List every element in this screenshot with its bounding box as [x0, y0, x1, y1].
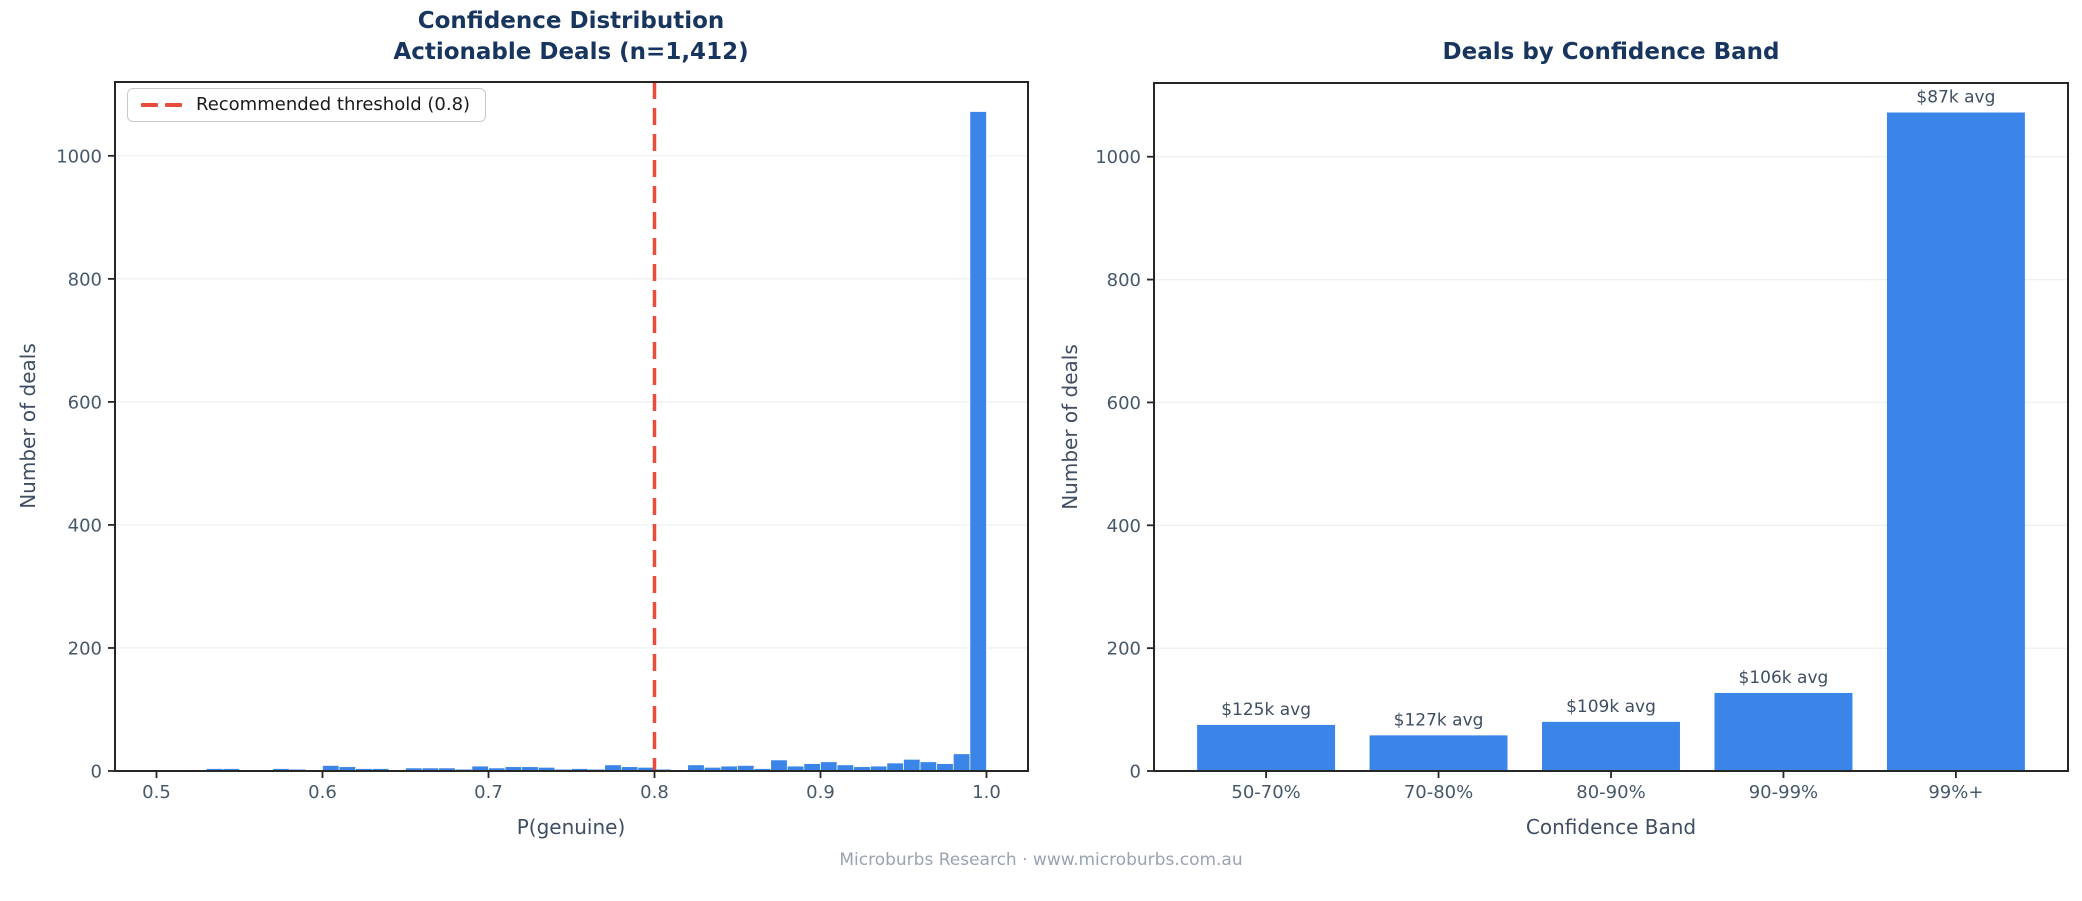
y-tick-label: 200	[1107, 639, 1141, 660]
histogram-bar	[886, 762, 904, 772]
x-tick-label: 0.9	[806, 782, 835, 803]
y-tick-label: 600	[1107, 393, 1141, 414]
histogram-bar	[820, 761, 838, 772]
histogram-bar	[969, 111, 987, 772]
footer-credit: Microburbs Research · www.microburbs.com…	[839, 850, 1243, 870]
right-chart-title: Deals by Confidence Band	[1442, 39, 1780, 65]
x-tick-label: 0.6	[308, 782, 337, 803]
y-tick-label: 600	[68, 392, 102, 413]
x-tick-label: 99%+	[1928, 782, 1983, 803]
histogram-bar	[803, 763, 821, 772]
left-plot-area: 0.5 0.6 0.7 0.8 0.9 1.0 0 200 400 600 800 1000	[56, 81, 1029, 803]
y-tick-label: 0	[91, 762, 102, 783]
histogram-bar	[919, 761, 938, 772]
y-tick-label: 800	[1107, 270, 1141, 291]
band-bar	[1886, 112, 2025, 771]
x-tick-label: 80-90%	[1576, 782, 1645, 803]
bar-annotation: $125k avg	[1221, 700, 1311, 720]
band-bar	[1369, 735, 1508, 771]
band-bar	[1542, 721, 1680, 771]
band-bar	[1197, 724, 1336, 771]
legend-dash-icon	[141, 102, 182, 107]
threshold-legend: Recommended threshold (0.8)	[127, 88, 487, 122]
left-chart-title-line2: Actionable Deals (n=1,412)	[393, 39, 749, 65]
left-y-axis-label: Number of deals	[16, 343, 40, 509]
bar-annotation: $87k avg	[1916, 87, 1995, 107]
x-tick-label: 1.0	[972, 782, 1001, 803]
bar-annotation: $109k avg	[1566, 697, 1656, 717]
y-tick-label: 200	[68, 638, 102, 659]
left-x-axis-label: P(genuine)	[516, 815, 626, 839]
y-tick-label: 400	[68, 515, 102, 536]
legend-label: Recommended threshold (0.8)	[196, 94, 471, 115]
y-tick-label: 1000	[56, 146, 102, 167]
band-bar	[1714, 692, 1853, 771]
histogram-bar	[770, 759, 788, 772]
left-chart-title-line1: Confidence Distribution	[417, 8, 725, 34]
y-tick-label: 800	[68, 269, 102, 290]
left-chart-title: Confidence Distribution Actionable Deals …	[393, 6, 748, 68]
x-tick-label: 90-99%	[1749, 782, 1818, 803]
right-y-axis-label: Number of deals	[1058, 344, 1082, 510]
histogram-bar	[903, 758, 921, 772]
bar-annotation: $127k avg	[1394, 710, 1484, 730]
x-tick-label: 0.8	[640, 782, 669, 803]
axes-spines	[114, 81, 1029, 772]
histogram-bar	[952, 753, 971, 772]
y-tick-label: 1000	[1095, 147, 1141, 168]
y-tick-label: 400	[1107, 516, 1141, 537]
x-tick-label: 50-70%	[1231, 782, 1300, 803]
x-tick-label: 0.5	[142, 782, 171, 803]
right-plot-area: $125k avg $127k avg $109k avg $106k avg $87k…	[1095, 82, 2069, 803]
right-x-axis-label: Confidence Band	[1525, 815, 1697, 839]
x-tick-label: 70-80%	[1404, 782, 1473, 803]
x-tick-label: 0.7	[474, 782, 503, 803]
y-tick-label: 0	[1130, 762, 1141, 783]
bar-annotation: $106k avg	[1739, 668, 1829, 688]
histogram-bar	[936, 763, 954, 772]
